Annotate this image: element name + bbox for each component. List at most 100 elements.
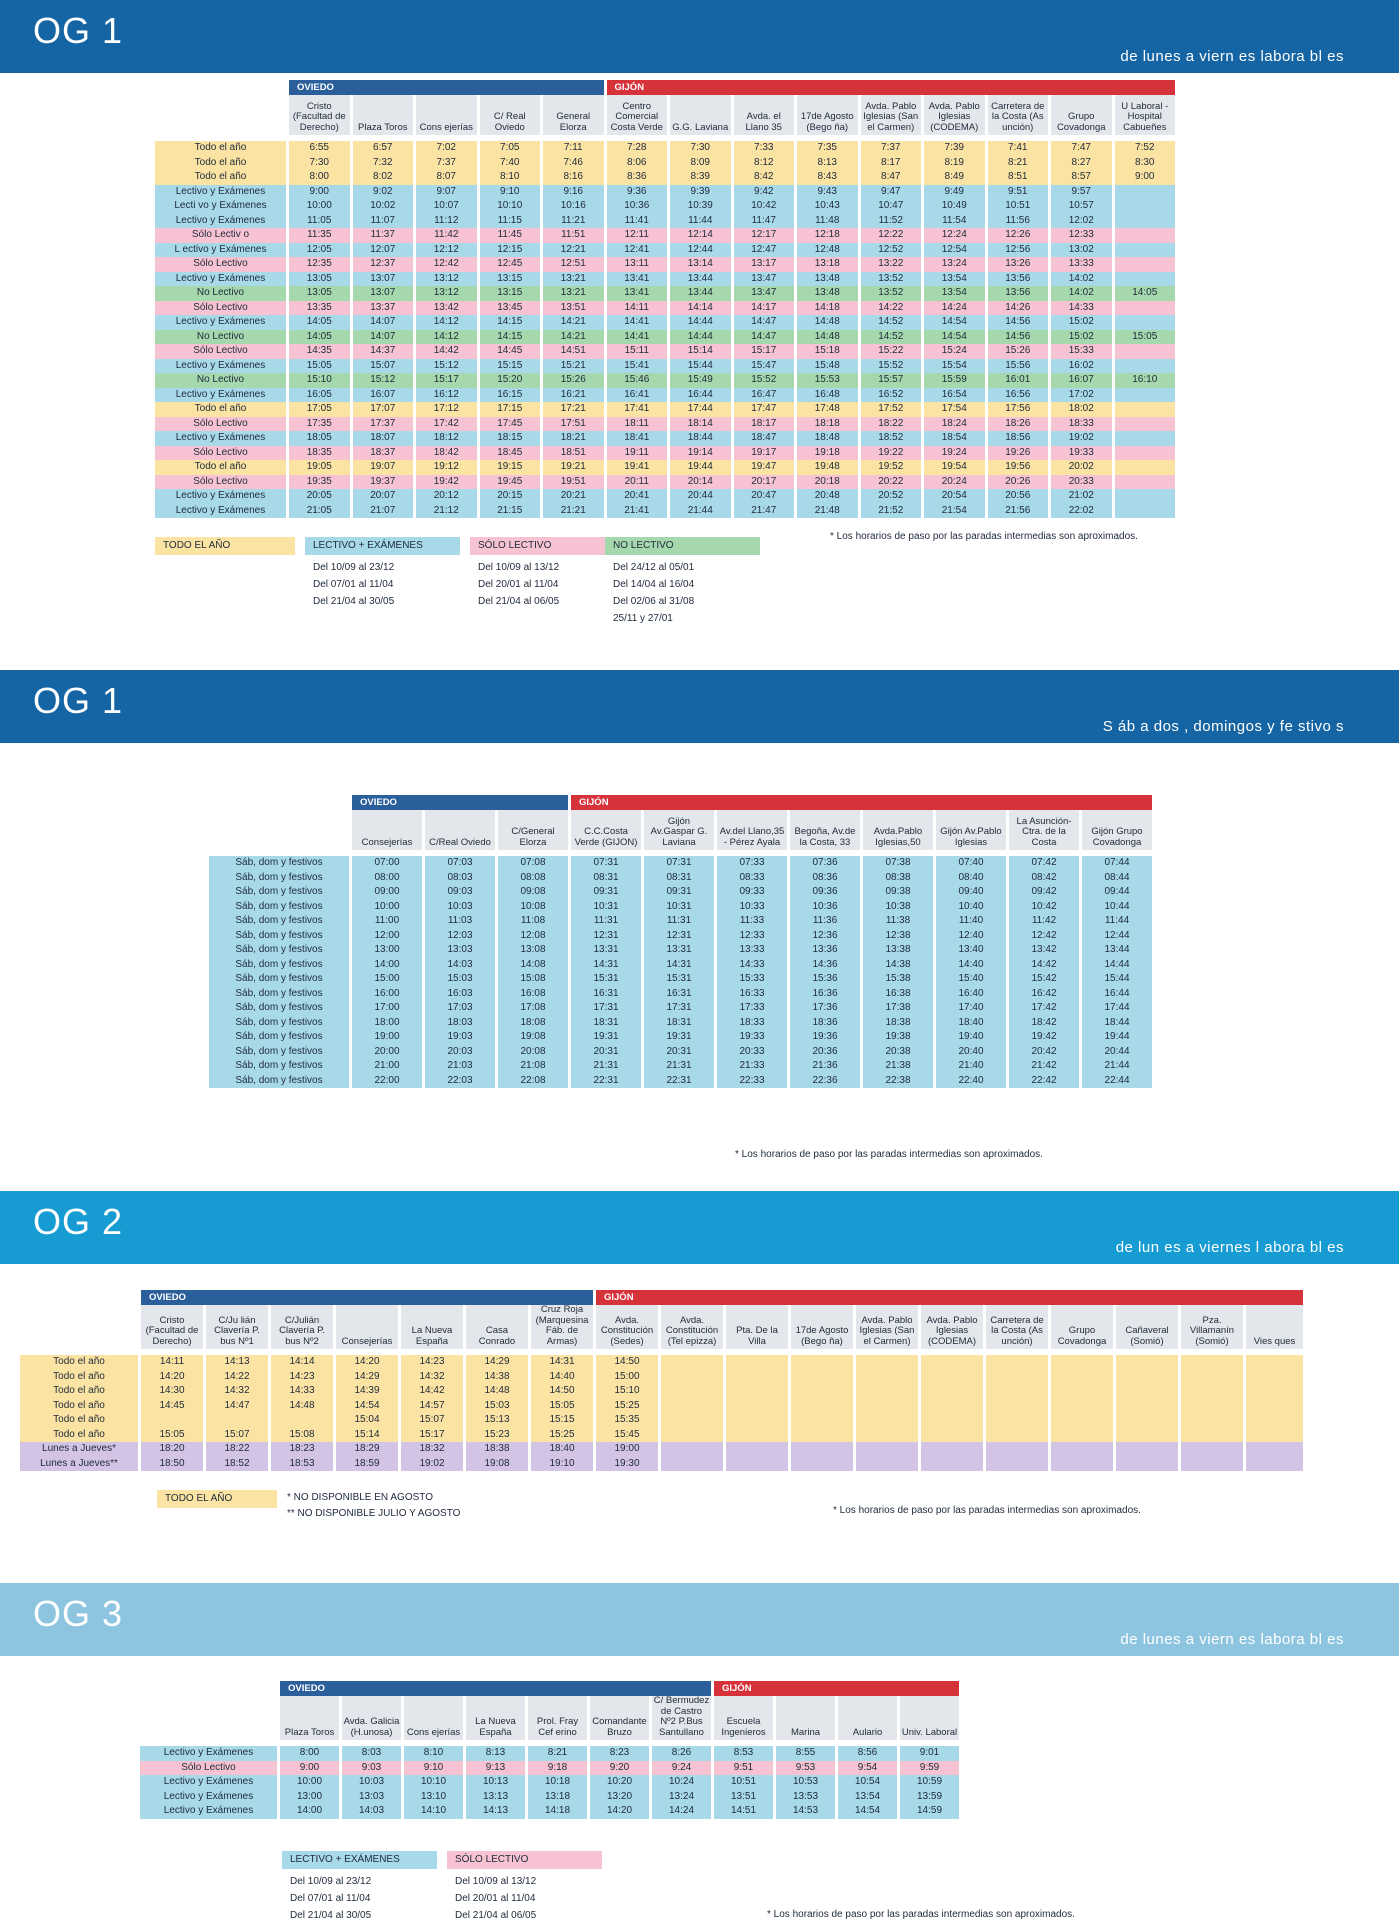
service-type-label: Lectivo y Exámenes bbox=[155, 503, 286, 518]
departure-time-cell: 15:05 bbox=[531, 1398, 593, 1413]
departure-time-cell: 10:47 bbox=[860, 199, 921, 214]
service-type-label: Sólo Lectivo bbox=[155, 416, 286, 431]
departure-time-cell: 9:10 bbox=[404, 1760, 463, 1775]
departure-time-cell: 13:59 bbox=[900, 1789, 959, 1804]
stop-name-header: Pta. De la Villa bbox=[726, 1305, 788, 1349]
departure-time-cell bbox=[1051, 1413, 1113, 1428]
departure-time-cell: 13:56 bbox=[987, 271, 1048, 286]
timetable-row: Todo el año 7:30 7:32 7:37 7:40 7:46 8:06 8:09 8… bbox=[155, 155, 1175, 170]
departure-time-cell: 14:29 bbox=[336, 1369, 398, 1384]
departure-time-cell: 8:21 bbox=[987, 155, 1048, 170]
date-range: Del 10/09 al 23/12 bbox=[313, 562, 395, 573]
departure-time-cell: 8:36 bbox=[606, 170, 667, 185]
departure-time-cell: 17:44 bbox=[670, 402, 731, 417]
departure-time-cell: 16:38 bbox=[863, 986, 933, 1001]
departure-time-cell: 18:31 bbox=[571, 1015, 641, 1030]
departure-time-cell: 07:00 bbox=[352, 856, 422, 871]
departure-time-cell: 15:17 bbox=[733, 344, 794, 359]
date-range: Del 24/12 al 05/01 bbox=[613, 562, 695, 573]
departure-time-cell: 7:35 bbox=[797, 141, 858, 156]
departure-time-cell: 20:21 bbox=[543, 489, 604, 504]
stop-header-row: Consejerías C/Real Oviedo C/General Elorza… bbox=[209, 810, 1152, 850]
timetable-row: Sáb, dom y festivos 15:00 15:03 15:08 15:31 1… bbox=[209, 972, 1152, 987]
departure-time-cell: 15:15 bbox=[531, 1413, 593, 1428]
timetable-row: Sáb, dom y festivos 18:00 18:03 18:08 18:31 1… bbox=[209, 1015, 1152, 1030]
departure-time-cell: 16:07 bbox=[1051, 373, 1112, 388]
date-range: Del 20/01 al 11/04 bbox=[478, 579, 559, 590]
departure-time-cell: 12:42 bbox=[1009, 928, 1079, 943]
departure-time-cell: 13:07 bbox=[352, 271, 413, 286]
departure-time-cell: 18:33 bbox=[717, 1015, 787, 1030]
og2-header-band: OG 2 de lun es a viernes l abora bl es bbox=[0, 1191, 1399, 1264]
departure-time-cell: 12:12 bbox=[416, 242, 477, 257]
departure-time-cell: 14:22 bbox=[206, 1369, 268, 1384]
stop-name-header: Cañaveral (Somió) bbox=[1116, 1305, 1178, 1349]
departure-time-cell: 9:18 bbox=[528, 1760, 587, 1775]
departure-time-cell: 11:44 bbox=[1082, 914, 1152, 929]
departure-time-cell: 19:10 bbox=[531, 1456, 593, 1471]
departure-time-cell: 14:38 bbox=[466, 1369, 528, 1384]
legend-no: NO LECTIVO bbox=[605, 537, 760, 555]
departure-time-cell bbox=[986, 1398, 1048, 1413]
departure-time-cell: 21:56 bbox=[987, 503, 1048, 518]
service-type-label: Sáb, dom y festivos bbox=[209, 1059, 349, 1074]
departure-time-cell: 10:02 bbox=[352, 199, 413, 214]
departure-time-cell: 09:08 bbox=[498, 885, 568, 900]
departure-time-cell: 19:24 bbox=[924, 445, 985, 460]
departure-time-cell: 18:08 bbox=[498, 1015, 568, 1030]
departure-time-cell: 19:38 bbox=[863, 1030, 933, 1045]
departure-time-cell bbox=[1114, 242, 1175, 257]
timetable-row: Sólo Lectivo 17:35 17:37 17:42 17:45 17:51 18:… bbox=[155, 416, 1175, 431]
departure-time-cell: 13:05 bbox=[289, 271, 350, 286]
departure-time-cell: 7:47 bbox=[1051, 141, 1112, 156]
service-type-label: Sólo Lectivo bbox=[140, 1760, 277, 1775]
departure-time-cell: 14:48 bbox=[466, 1384, 528, 1399]
departure-time-cell: 19:00 bbox=[352, 1030, 422, 1045]
service-type-label: Sáb, dom y festivos bbox=[209, 986, 349, 1001]
departure-time-cell: 10:10 bbox=[404, 1775, 463, 1790]
departure-time-cell: 13:48 bbox=[797, 286, 858, 301]
departure-time-cell: 11:52 bbox=[860, 213, 921, 228]
departure-time-cell: 8:27 bbox=[1051, 155, 1112, 170]
departure-time-cell: 14:48 bbox=[797, 315, 858, 330]
timetable-row: No Lectivo 15:10 15:12 15:17 15:20 15:26 15:46… bbox=[155, 373, 1175, 388]
departure-time-cell: 14:52 bbox=[860, 315, 921, 330]
departure-time-cell: 10:03 bbox=[425, 899, 495, 914]
departure-time-cell: 8:09 bbox=[670, 155, 731, 170]
departure-time-cell: 12:35 bbox=[289, 257, 350, 272]
departure-time-cell: 15:07 bbox=[206, 1427, 268, 1442]
departure-time-cell: 09:38 bbox=[863, 885, 933, 900]
og3-legend: LECTIVO + EXÁMENES Del 10/09 al 23/12 Del … bbox=[282, 1851, 602, 1921]
stop-name-header: Av.del Llano,35 - Pérez Ayala bbox=[717, 810, 787, 850]
departure-time-cell: 14:52 bbox=[860, 329, 921, 344]
departure-time-cell: 15:08 bbox=[271, 1427, 333, 1442]
departure-time-cell: 10:33 bbox=[717, 899, 787, 914]
departure-time-cell: 12:44 bbox=[1082, 928, 1152, 943]
departure-time-cell: 9:00 bbox=[1114, 170, 1175, 185]
departure-time-cell: 19:45 bbox=[479, 474, 540, 489]
departure-time-cell: 11:45 bbox=[479, 228, 540, 243]
departure-time-cell: 09:44 bbox=[1082, 885, 1152, 900]
departure-time-cell: 7:28 bbox=[606, 141, 667, 156]
departure-time-cell bbox=[856, 1413, 918, 1428]
departure-time-cell bbox=[726, 1413, 788, 1428]
timetable-row: Sáb, dom y festivos 20:00 20:03 20:08 20:31 2… bbox=[209, 1044, 1152, 1059]
departure-time-cell: 10:57 bbox=[1051, 199, 1112, 214]
service-type-label: Lectivo y Exámenes bbox=[140, 1746, 277, 1761]
departure-time-cell bbox=[1051, 1456, 1113, 1471]
departure-time-cell: 18:24 bbox=[924, 416, 985, 431]
departure-time-cell: 15:47 bbox=[733, 358, 794, 373]
departure-time-cell bbox=[1051, 1442, 1113, 1457]
route-title: OG 1 bbox=[33, 10, 124, 51]
service-type-label: No Lectivo bbox=[155, 329, 286, 344]
departure-time-cell: 14:47 bbox=[733, 329, 794, 344]
departure-time-cell: 13:21 bbox=[543, 271, 604, 286]
departure-time-cell bbox=[921, 1369, 983, 1384]
departure-time-cell: 20:31 bbox=[571, 1044, 641, 1059]
departure-time-cell: 15:12 bbox=[352, 373, 413, 388]
departure-time-cell: 18:22 bbox=[206, 1442, 268, 1457]
departure-time-cell: 19:11 bbox=[606, 445, 667, 460]
departure-time-cell: 10:20 bbox=[590, 1775, 649, 1790]
departure-time-cell: 14:33 bbox=[717, 957, 787, 972]
departure-time-cell bbox=[1246, 1398, 1303, 1413]
